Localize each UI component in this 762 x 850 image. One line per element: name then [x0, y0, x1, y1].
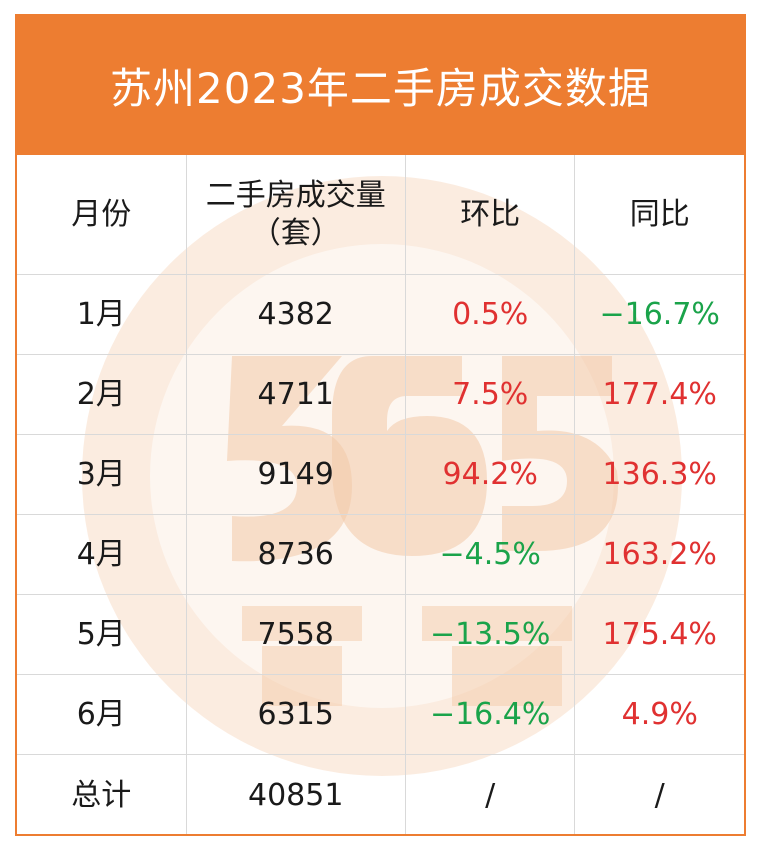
volume-cell: 7558	[187, 595, 406, 674]
data-table-frame: 苏州2023年二手房成交数据 月份 二手房成交量 （套） 环比 同比 1月 43…	[15, 14, 746, 836]
header-volume-line1: 二手房成交量	[205, 178, 386, 213]
yoy-cell: 163.2%	[602, 536, 717, 572]
mom-cell: −16.4%	[406, 675, 576, 754]
mom-cell: 0.5%	[406, 275, 576, 354]
volume-cell: 4382	[187, 275, 406, 354]
header-yoy: 同比	[629, 196, 690, 232]
volume-cell: 6315	[187, 675, 406, 754]
volume-cell: 9149	[187, 435, 406, 514]
data-table: 月份 二手房成交量 （套） 环比 同比 1月 4382 0.5% −16.7% …	[17, 155, 744, 834]
yoy-cell: 136.3%	[602, 456, 717, 492]
total-mom: /	[406, 755, 576, 834]
month-cell: 1月	[17, 275, 187, 354]
table-row: 2月 4711 7.5% 177.4%	[17, 355, 744, 435]
yoy-cell: 4.9%	[621, 696, 698, 732]
table-row: 4月 8736 −4.5% 163.2%	[17, 515, 744, 595]
mom-cell: 94.2%	[406, 435, 576, 514]
month-cell: 2月	[17, 355, 187, 434]
table-row: 1月 4382 0.5% −16.7%	[17, 275, 744, 355]
mom-cell: 7.5%	[406, 355, 576, 434]
mom-cell: −4.5%	[406, 515, 576, 594]
total-yoy: /	[654, 777, 665, 813]
volume-cell: 4711	[187, 355, 406, 434]
table-row: 5月 7558 −13.5% 175.4%	[17, 595, 744, 675]
header-mom: 环比	[406, 155, 576, 274]
total-volume: 40851	[187, 755, 406, 834]
table-header-row: 月份 二手房成交量 （套） 环比 同比	[17, 155, 744, 275]
total-label: 总计	[17, 755, 187, 834]
yoy-cell: 177.4%	[602, 376, 717, 412]
mom-cell: −13.5%	[406, 595, 576, 674]
header-volume-line2: （套）	[250, 215, 341, 251]
yoy-cell: −16.7%	[599, 296, 720, 332]
table-title: 苏州2023年二手房成交数据	[110, 64, 651, 113]
month-cell: 5月	[17, 595, 187, 674]
month-cell: 3月	[17, 435, 187, 514]
title-bar: 苏州2023年二手房成交数据	[17, 16, 744, 155]
table-row: 3月 9149 94.2% 136.3%	[17, 435, 744, 515]
yoy-cell: 175.4%	[602, 616, 717, 652]
table-total-row: 总计 40851 / /	[17, 755, 744, 834]
month-cell: 6月	[17, 675, 187, 754]
month-cell: 4月	[17, 515, 187, 594]
table-row: 6月 6315 −16.4% 4.9%	[17, 675, 744, 755]
header-month: 月份	[17, 155, 187, 274]
header-volume: 二手房成交量 （套）	[187, 155, 406, 274]
volume-cell: 8736	[187, 515, 406, 594]
